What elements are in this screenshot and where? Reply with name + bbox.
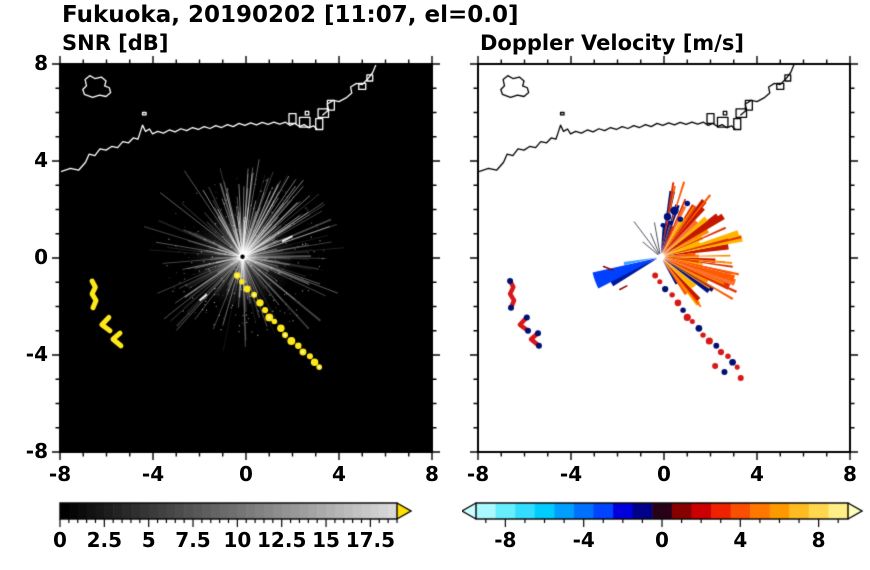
colorbar-tick-label: 5: [141, 528, 156, 552]
colorbar-tick-label: 0: [655, 528, 669, 552]
x-axis-tick-label: -8: [48, 462, 72, 486]
colorbar-tick-label: -4: [572, 528, 595, 552]
x-axis-tick-label: -8: [466, 462, 490, 486]
x-axis-tick-label: 4: [750, 462, 764, 486]
x-axis-tick-label: -4: [559, 462, 583, 486]
colorbar-tick-label: 12.5: [257, 528, 307, 552]
x-axis-tick-label: 0: [657, 462, 671, 486]
x-axis-tick-label: 0: [239, 462, 253, 486]
snr-colorbar: [52, 500, 420, 544]
doppler-colorbar: [462, 500, 866, 544]
colorbar-tick-label: 7.5: [175, 528, 211, 552]
x-axis-tick-label: -4: [141, 462, 165, 486]
x-axis-tick-label: 8: [425, 462, 439, 486]
y-axis-tick-label: -8: [25, 439, 48, 463]
colorbar-tick-label: -8: [494, 528, 517, 552]
x-axis-tick-label: 4: [332, 462, 346, 486]
y-axis-tick-label: -4: [25, 342, 48, 366]
colorbar-tick-label: 10: [223, 528, 252, 552]
figure-title: Fukuoka, 20190202 [11:07, el=0.0]: [62, 2, 519, 28]
x-axis-tick-label: 8: [843, 462, 857, 486]
snr-plot: [46, 50, 446, 466]
colorbar-tick-label: 2.5: [86, 528, 123, 552]
colorbar-tick-label: 0: [53, 528, 67, 552]
y-axis-tick-label: 4: [34, 148, 48, 172]
colorbar-tick-label: 17.5: [345, 528, 396, 552]
y-axis-tick-label: 0: [34, 245, 48, 269]
colorbar-tick-label: 15: [312, 528, 340, 552]
colorbar-tick-label: 8: [811, 528, 826, 552]
doppler-plot: [464, 50, 864, 466]
y-axis-tick-label: 8: [34, 51, 48, 75]
colorbar-tick-label: 4: [733, 528, 748, 552]
